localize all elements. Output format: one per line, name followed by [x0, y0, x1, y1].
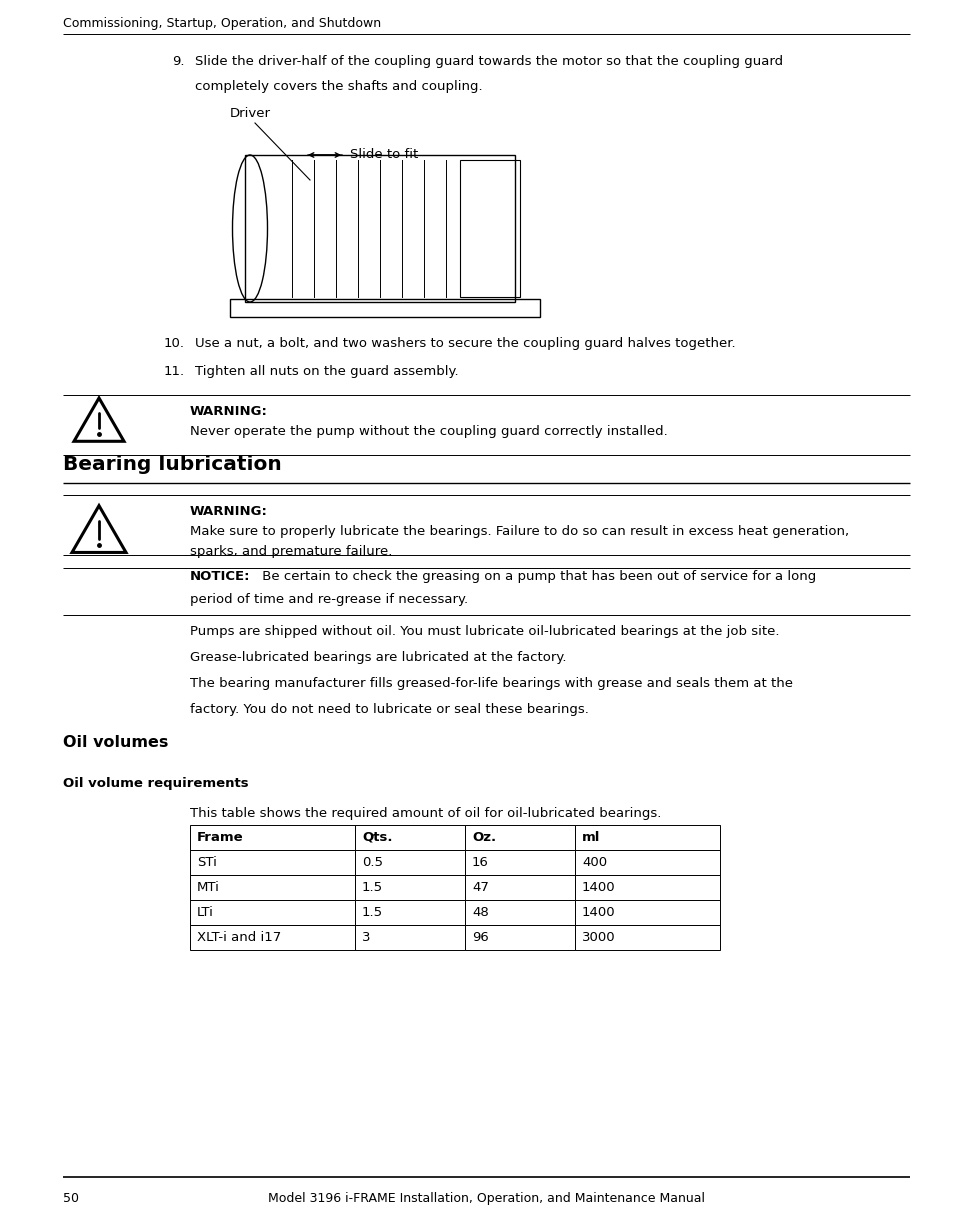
Text: 48: 48: [472, 906, 488, 919]
Text: 400: 400: [581, 856, 606, 869]
Bar: [575, 825, 720, 850]
Text: The bearing manufacturer fills greased-for-life bearings with grease and seals t: The bearing manufacturer fills greased-f…: [190, 677, 792, 690]
Text: Slide to fit: Slide to fit: [350, 148, 417, 162]
Text: 96: 96: [472, 931, 488, 944]
Bar: [190, 850, 355, 875]
Text: sparks, and premature failure.: sparks, and premature failure.: [190, 545, 392, 558]
Text: Pumps are shipped without oil. You must lubricate oil-lubricated bearings at the: Pumps are shipped without oil. You must …: [190, 625, 779, 638]
Bar: [245, 155, 515, 302]
Text: XLT-i and i17: XLT-i and i17: [196, 931, 281, 944]
Text: Model 3196 i-FRAME Installation, Operation, and Maintenance Manual: Model 3196 i-FRAME Installation, Operati…: [268, 1191, 704, 1205]
Bar: [190, 825, 355, 850]
Bar: [464, 875, 575, 899]
Text: Grease-lubricated bearings are lubricated at the factory.: Grease-lubricated bearings are lubricate…: [190, 652, 566, 664]
Text: WARNING:: WARNING:: [190, 405, 268, 418]
Text: Driver: Driver: [230, 107, 271, 120]
Bar: [355, 825, 464, 850]
Bar: [355, 850, 464, 875]
Text: Slide the driver-half of the coupling guard towards the motor so that the coupli: Slide the driver-half of the coupling gu…: [194, 55, 782, 67]
Text: 3: 3: [361, 931, 370, 944]
Text: 1.5: 1.5: [361, 881, 383, 894]
Text: period of time and re-grease if necessary.: period of time and re-grease if necessar…: [190, 593, 468, 606]
Bar: [464, 825, 575, 850]
Text: 11.: 11.: [164, 364, 185, 378]
Bar: [190, 925, 355, 950]
Text: 1.5: 1.5: [361, 906, 383, 919]
Text: 47: 47: [472, 881, 488, 894]
Text: Tighten all nuts on the guard assembly.: Tighten all nuts on the guard assembly.: [194, 364, 458, 378]
Bar: [575, 875, 720, 899]
Text: NOTICE:: NOTICE:: [190, 571, 251, 583]
Text: 50: 50: [63, 1191, 79, 1205]
Text: Use a nut, a bolt, and two washers to secure the coupling guard halves together.: Use a nut, a bolt, and two washers to se…: [194, 337, 735, 350]
Bar: [464, 850, 575, 875]
Text: factory. You do not need to lubricate or seal these bearings.: factory. You do not need to lubricate or…: [190, 703, 588, 717]
Text: Qts.: Qts.: [361, 831, 392, 844]
Text: 9.: 9.: [172, 55, 185, 67]
Text: Never operate the pump without the coupling guard correctly installed.: Never operate the pump without the coupl…: [190, 425, 667, 438]
Text: This table shows the required amount of oil for oil-lubricated bearings.: This table shows the required amount of …: [190, 807, 660, 820]
Text: Make sure to properly lubricate the bearings. Failure to do so can result in exc: Make sure to properly lubricate the bear…: [190, 525, 848, 537]
Text: Frame: Frame: [196, 831, 243, 844]
Text: 1400: 1400: [581, 906, 615, 919]
Bar: [190, 875, 355, 899]
Text: 10.: 10.: [164, 337, 185, 350]
Bar: [190, 899, 355, 925]
Text: 3000: 3000: [581, 931, 615, 944]
Bar: [464, 899, 575, 925]
Text: completely covers the shafts and coupling.: completely covers the shafts and couplin…: [194, 80, 482, 93]
Text: Bearing lubrication: Bearing lubrication: [63, 455, 281, 474]
Bar: [230, 299, 539, 317]
Text: 16: 16: [472, 856, 488, 869]
Bar: [575, 899, 720, 925]
Text: 0.5: 0.5: [361, 856, 382, 869]
Text: Be certain to check the greasing on a pump that has been out of service for a lo: Be certain to check the greasing on a pu…: [257, 571, 816, 583]
Text: Oz.: Oz.: [472, 831, 496, 844]
Text: MTi: MTi: [196, 881, 219, 894]
Text: Oil volume requirements: Oil volume requirements: [63, 777, 249, 790]
Bar: [575, 850, 720, 875]
Text: ml: ml: [581, 831, 599, 844]
Bar: [355, 875, 464, 899]
Text: LTi: LTi: [196, 906, 213, 919]
Bar: [355, 925, 464, 950]
Bar: [575, 925, 720, 950]
Bar: [464, 925, 575, 950]
Text: STi: STi: [196, 856, 216, 869]
Text: Oil volumes: Oil volumes: [63, 735, 168, 750]
Bar: [459, 160, 519, 297]
Text: 1400: 1400: [581, 881, 615, 894]
Text: WARNING:: WARNING:: [190, 506, 268, 518]
Text: Commissioning, Startup, Operation, and Shutdown: Commissioning, Startup, Operation, and S…: [63, 17, 381, 29]
Bar: [355, 899, 464, 925]
